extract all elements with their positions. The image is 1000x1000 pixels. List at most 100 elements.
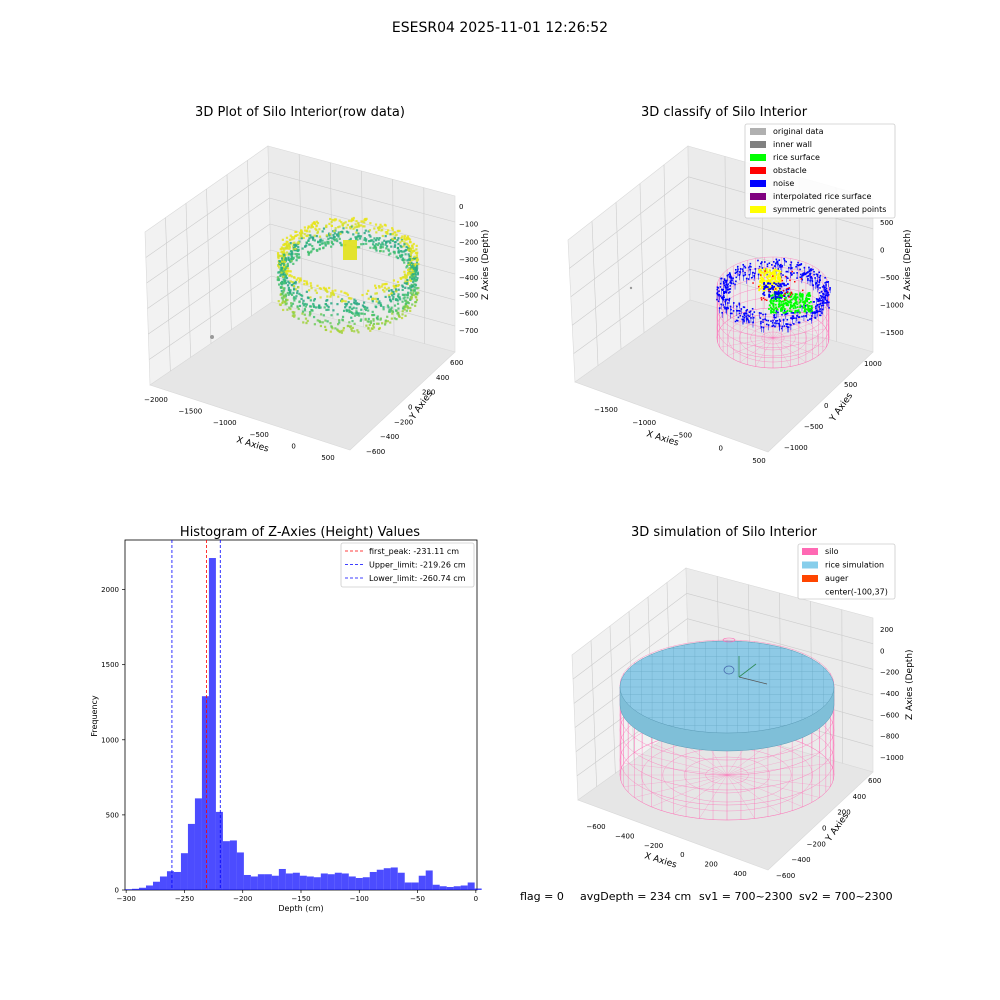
tick-label: −400 <box>615 832 634 840</box>
raw-point-cloud <box>276 216 420 334</box>
rice-simulation-surface <box>619 637 835 752</box>
x-tick-labels: −2000 −1500 −1000 −500 0 500 <box>144 396 335 462</box>
tick-label: −800 <box>880 733 899 741</box>
tick-label: −500 <box>804 423 823 431</box>
histogram-bar <box>152 881 160 890</box>
tick-label: 0 <box>291 442 295 450</box>
legend-label: rice surface <box>773 153 820 162</box>
z-axis-label: Z Axies (Depth) <box>903 229 913 300</box>
histogram-bar <box>222 841 230 890</box>
classified-points <box>629 258 831 333</box>
pane-gridlines <box>145 154 456 372</box>
x-tick-label: −50 <box>410 895 425 903</box>
legend-label: silo <box>825 547 839 556</box>
tick-label: 400 <box>733 870 746 878</box>
y-tick-label: 500 <box>106 811 119 819</box>
tick-label: −200 <box>807 840 826 848</box>
legend: silo rice simulation auger center(-100,37) <box>797 543 896 600</box>
tick-label: −2000 <box>144 396 168 404</box>
y-axis-label: Y Axies <box>828 391 856 424</box>
legend-label: noise <box>773 179 794 188</box>
legend-swatch <box>750 206 766 213</box>
tick-label: 200 <box>705 861 718 869</box>
tick-label: −1500 <box>594 406 618 414</box>
tick-label: −200 <box>880 669 899 677</box>
y-ticks: 0 500 1000 1500 2000 <box>101 586 125 895</box>
panel-simulation-3d: 3D simulation of Silo Interior −600−400−… <box>571 525 915 880</box>
legend-label: symmetric generated points <box>773 205 886 214</box>
legend-label: Upper_limit: -219.26 cm <box>369 561 466 570</box>
histogram-bar <box>285 873 293 890</box>
legend-label: first_peak: -231.11 cm <box>369 547 459 556</box>
histogram-bars <box>125 558 482 890</box>
panel4-title: 3D simulation of Silo Interior <box>631 525 818 540</box>
tick-label: 0 <box>408 404 412 412</box>
histogram-bar <box>320 873 328 890</box>
tick-label: 200 <box>837 809 850 817</box>
status-sv2: sv2 = 700~2300 <box>799 890 893 903</box>
z-tick-labels: 200 0 −200 −400 −600 −800 −1000 <box>880 626 904 762</box>
tick-label: −300 <box>459 256 478 264</box>
y-tick-label: 0 <box>115 887 119 895</box>
x-tick-label: −250 <box>175 895 194 903</box>
histogram-legend: first_peak: -231.11 cm Upper_limit: -219.… <box>340 542 475 588</box>
tick-label: 500 <box>752 457 765 465</box>
tick-label: −600 <box>459 309 478 317</box>
histogram-bar <box>397 872 405 890</box>
histogram-bar <box>334 872 342 890</box>
histogram-bar <box>404 882 412 890</box>
histogram-bar <box>264 874 272 890</box>
legend-swatch <box>750 128 766 135</box>
histogram-bar <box>257 874 265 890</box>
legend-swatch <box>802 575 818 582</box>
histogram-bar <box>341 873 349 890</box>
x-tick-label: −300 <box>117 895 136 903</box>
histogram-bar <box>390 867 398 890</box>
x-axis-label: Depth (cm) <box>278 904 323 913</box>
histogram-bar <box>180 853 188 890</box>
histogram-bar <box>229 840 237 890</box>
histogram-bar <box>159 876 167 890</box>
histogram-bar <box>425 870 433 890</box>
histogram-bar <box>292 872 300 890</box>
status-line: flag = 0 avgDepth = 234 cm sv1 = 700~230… <box>520 890 893 903</box>
figure-suptitle: ESESR04 2025-11-01 12:26:52 <box>392 20 608 36</box>
histogram-bar <box>327 874 335 890</box>
legend-label: center(-100,37) <box>825 588 888 597</box>
reference-lines <box>171 540 221 890</box>
tick-label: −400 <box>791 856 810 864</box>
status-sv1: sv1 = 700~2300 <box>699 890 793 903</box>
x-tick-label: 0 <box>474 895 478 903</box>
tick-label: 0 <box>822 825 826 833</box>
histogram-bar <box>271 875 279 890</box>
legend-label: obstacle <box>773 166 807 175</box>
tick-label: −500 <box>459 292 478 300</box>
histogram-bar <box>376 869 384 890</box>
scanner-origin-point <box>210 335 214 339</box>
histogram-bar <box>313 877 321 890</box>
histogram-bar <box>453 886 461 890</box>
tick-label: −1000 <box>880 302 904 310</box>
legend-label: Lower_limit: -260.74 cm <box>369 574 466 583</box>
histogram-bar <box>467 882 475 890</box>
histogram-bar <box>474 888 482 890</box>
tick-label: −1000 <box>880 754 904 762</box>
tick-label: 0 <box>459 203 463 211</box>
panel-raw-3d: 3D Plot of Silo Interior(row data) −2000… <box>144 105 491 462</box>
tick-label: 0 <box>880 647 884 655</box>
x-axis-label: X Axies <box>643 851 678 870</box>
histogram-bar <box>460 885 468 890</box>
tick-label: 500 <box>880 219 893 227</box>
legend-label: original data <box>773 127 824 136</box>
histogram-bar <box>187 823 195 890</box>
tick-label: −1500 <box>179 408 203 416</box>
histogram-bar <box>236 852 244 890</box>
panel1-title: 3D Plot of Silo Interior(row data) <box>195 105 405 120</box>
histogram-bar <box>201 696 209 890</box>
tick-label: −500 <box>250 431 269 439</box>
histogram-bar <box>306 876 314 890</box>
status-avg-depth: avgDepth = 234 cm <box>580 890 691 903</box>
legend-label: interpolated rice surface <box>773 192 871 201</box>
